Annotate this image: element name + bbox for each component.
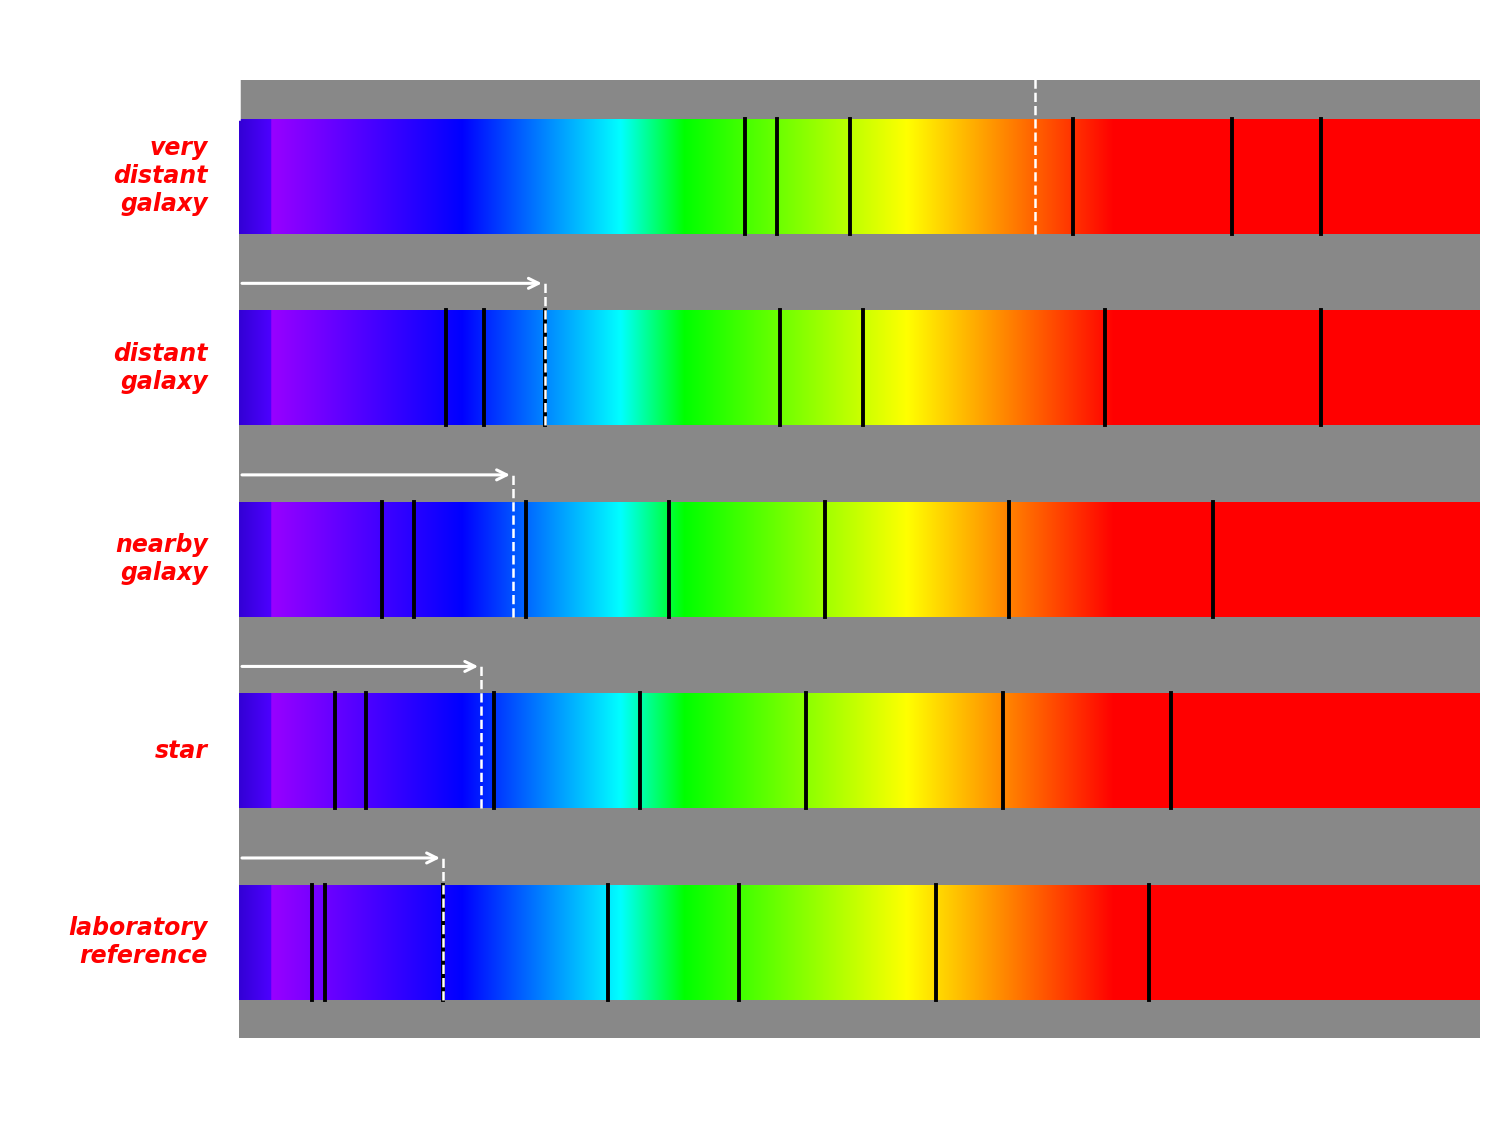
Text: laboratory
reference: laboratory reference bbox=[69, 916, 208, 968]
Text: distant
galaxy: distant galaxy bbox=[114, 342, 208, 393]
Text: very
distant
galaxy: very distant galaxy bbox=[114, 136, 208, 216]
X-axis label: Wavelength ($\lambda$): Wavelength ($\lambda$) bbox=[731, 1097, 988, 1134]
Text: $\lambda'$: $\lambda'$ bbox=[1041, 23, 1073, 55]
Text: nearby
galaxy: nearby galaxy bbox=[115, 533, 208, 585]
Text: $\lambda_0$: $\lambda_0$ bbox=[245, 0, 283, 32]
Text: star: star bbox=[155, 739, 208, 763]
